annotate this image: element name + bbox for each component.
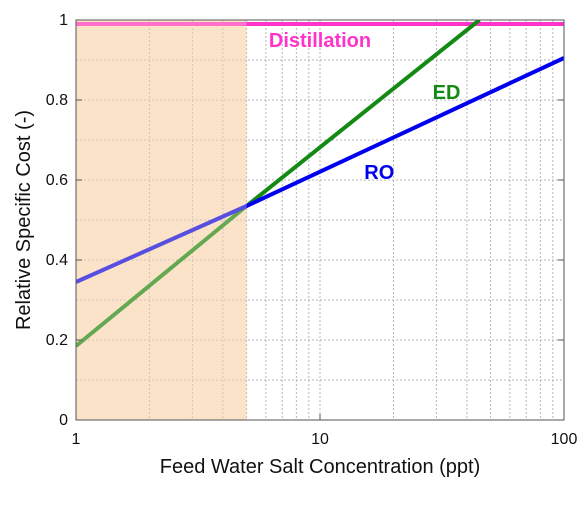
y-tick-label: 0.6 [46,172,68,189]
series-label-distillation: Distillation [269,30,371,52]
x-axis-label: Feed Water Salt Concentration (ppt) [160,456,481,478]
x-tick-label: 1 [72,431,81,448]
x-tick-label: 100 [551,431,578,448]
y-tick-label: 0.8 [46,92,68,109]
shaded-region-overlay [76,20,247,420]
series-label-ed: ED [433,82,461,104]
x-tick-label: 10 [311,431,329,448]
y-tick-label: 1 [59,12,68,29]
y-tick-label: 0.2 [46,332,68,349]
y-tick-label: 0.4 [46,252,68,269]
y-axis-label: Relative Specific Cost (-) [13,110,35,330]
series-label-ro: RO [364,162,394,184]
y-tick-label: 0 [59,412,68,429]
series-line-ro [76,56,564,284]
